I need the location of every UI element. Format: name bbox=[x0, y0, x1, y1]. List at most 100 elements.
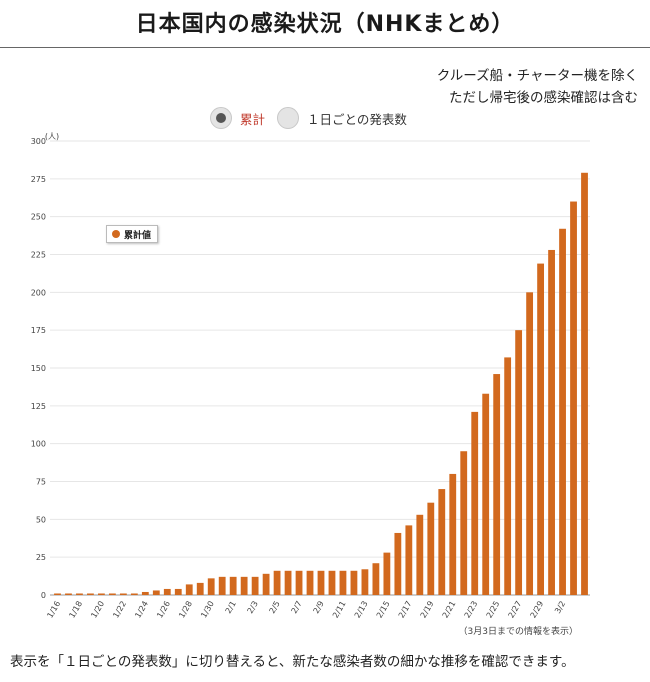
y-axis-label: (人) bbox=[45, 132, 59, 141]
legend-label: 累計値 bbox=[124, 230, 152, 241]
bar bbox=[152, 590, 160, 595]
x-tick-label: 2/1 bbox=[224, 600, 238, 616]
y-tick-label: 0 bbox=[41, 591, 46, 600]
bar bbox=[317, 570, 325, 595]
y-tick-label: 275 bbox=[31, 175, 46, 184]
toggle-daily-label: １日ごとの発表数 bbox=[307, 111, 407, 127]
bar bbox=[339, 570, 347, 595]
x-tick-label: 1/18 bbox=[67, 600, 84, 620]
chart-legend: 累計値 bbox=[106, 225, 158, 243]
bar bbox=[526, 292, 534, 595]
bar bbox=[306, 570, 314, 595]
bar bbox=[141, 591, 149, 595]
bar bbox=[515, 330, 523, 595]
bar bbox=[130, 593, 138, 595]
toggle-cumulative[interactable]: 累計 bbox=[210, 107, 265, 129]
x-tick-label: 2/23 bbox=[463, 600, 480, 620]
x-tick-label: 2/17 bbox=[397, 600, 414, 620]
x-tick-label: 1/20 bbox=[89, 600, 106, 620]
y-tick-label: 25 bbox=[36, 553, 46, 562]
bar bbox=[361, 569, 369, 595]
radio-selected-icon[interactable] bbox=[210, 107, 232, 129]
x-tick-label: 1/28 bbox=[177, 600, 194, 620]
y-tick-label: 300 bbox=[31, 137, 46, 146]
bar bbox=[537, 263, 544, 595]
y-tick-label: 50 bbox=[36, 515, 46, 524]
note-exclusion: クルーズ船・チャーター機を除く bbox=[436, 68, 638, 84]
y-tick-label: 125 bbox=[31, 402, 46, 411]
x-tick-label: 1/16 bbox=[45, 600, 62, 620]
bar bbox=[482, 393, 490, 595]
bar bbox=[218, 576, 226, 595]
note-inclusion: ただし帰宅後の感染確認は含む bbox=[449, 90, 638, 106]
toggle-daily[interactable]: １日ごとの発表数 bbox=[277, 107, 407, 129]
bar bbox=[438, 489, 446, 595]
bar bbox=[273, 570, 281, 595]
bar bbox=[185, 584, 193, 595]
source-note: （3月3日までの情報を表示） bbox=[458, 627, 578, 637]
bar bbox=[570, 201, 577, 595]
bar bbox=[54, 593, 61, 595]
page-title: 日本国内の感染状況（NHKまとめ） bbox=[135, 12, 515, 37]
x-tick-label: 3/2 bbox=[553, 600, 567, 616]
bar bbox=[559, 228, 566, 596]
title-divider bbox=[0, 47, 650, 48]
bar bbox=[427, 502, 435, 595]
y-tick-label: 200 bbox=[31, 288, 46, 297]
x-tick-label: 2/27 bbox=[507, 600, 524, 620]
bar bbox=[372, 563, 380, 595]
bar bbox=[262, 573, 270, 595]
bar bbox=[284, 570, 292, 595]
x-tick-label: 1/22 bbox=[111, 600, 128, 620]
bar bbox=[229, 576, 237, 595]
x-tick-label: 2/15 bbox=[375, 600, 392, 620]
x-tick-label: 2/7 bbox=[290, 600, 304, 616]
bar bbox=[504, 357, 512, 595]
radio-unselected-icon[interactable] bbox=[277, 107, 299, 129]
bar bbox=[196, 582, 204, 595]
bar bbox=[581, 172, 588, 595]
bar bbox=[493, 374, 501, 595]
bar bbox=[108, 593, 116, 595]
bar bbox=[76, 593, 83, 595]
bar bbox=[295, 570, 303, 595]
bar bbox=[328, 570, 336, 595]
legend-swatch bbox=[112, 230, 120, 238]
bar bbox=[383, 552, 391, 595]
y-tick-label: 175 bbox=[31, 326, 46, 335]
bar bbox=[87, 593, 94, 595]
y-tick-label: 100 bbox=[31, 440, 46, 449]
bar bbox=[394, 532, 402, 595]
x-tick-label: 2/3 bbox=[246, 600, 260, 616]
bar bbox=[350, 570, 358, 595]
x-tick-label: 1/26 bbox=[155, 600, 172, 620]
bar bbox=[163, 588, 171, 595]
bar bbox=[65, 593, 72, 595]
bar bbox=[416, 514, 424, 595]
cases-bar-chart: 0 25 50 75 100 125 150 175 200 225 250 275 300(人) 1/1… bbox=[31, 132, 590, 620]
x-tick-label: 2/5 bbox=[268, 600, 282, 616]
bar bbox=[471, 411, 479, 595]
x-tick-label: 2/29 bbox=[529, 600, 546, 620]
toggle-cumulative-label: 累計 bbox=[240, 111, 266, 127]
bar bbox=[98, 593, 105, 595]
y-tick-label: 250 bbox=[31, 213, 46, 222]
bar bbox=[405, 525, 413, 595]
bar bbox=[460, 451, 468, 595]
x-tick-label: 2/19 bbox=[419, 600, 436, 620]
x-tick-label: 2/11 bbox=[331, 600, 348, 620]
y-tick-label: 225 bbox=[31, 251, 46, 260]
bar bbox=[119, 593, 127, 595]
x-tick-label: 1/30 bbox=[199, 600, 216, 620]
x-tick-label: 2/25 bbox=[485, 600, 502, 620]
x-tick-label: 1/24 bbox=[133, 600, 150, 620]
x-tick-label: 2/21 bbox=[441, 600, 458, 620]
bar bbox=[174, 588, 182, 595]
bar bbox=[207, 578, 215, 595]
y-tick-label: 150 bbox=[31, 364, 46, 373]
y-tick-label: 75 bbox=[36, 478, 46, 487]
bar bbox=[449, 473, 457, 595]
x-tick-label: 2/13 bbox=[353, 600, 370, 620]
bar bbox=[240, 576, 248, 595]
x-tick-label: 2/9 bbox=[312, 600, 326, 616]
